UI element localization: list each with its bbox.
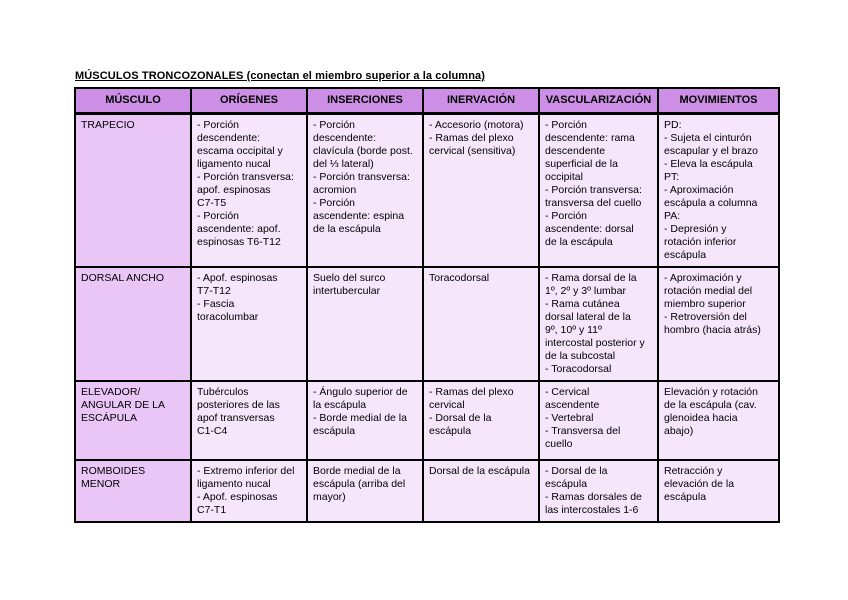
muscle-name: DORSAL ANCHO [81,271,165,284]
cell-vascularizacion: - Cervical ascendente - Vertebral - Tran… [538,379,659,461]
cell-inserciones: - Ángulo superior de la escápula - Borde… [306,379,424,461]
table-row-elevador-escapula: ELEVADOR/ ANGULAR DE LA ESCÁPULA Tubércu… [74,379,780,461]
cell-musculo: DORSAL ANCHO [74,265,192,382]
page-title: MÚSCULOS TRONCOZONALES (conectan el miem… [75,70,485,82]
cell-inervacion: - Ramas del plexo cervical - Dorsal de l… [422,379,540,461]
cell-origenes: Tubérculos posteriores de las apof trans… [190,379,308,461]
cell-vascularizacion: - Porción descendente: rama descendente … [538,112,659,268]
table-row-trapecio: TRAPECIO - Porción descendente: escama o… [74,112,780,268]
table-row-dorsal-ancho: DORSAL ANCHO - Apof. espinosas T7-T12 - … [74,265,780,382]
cell-inserciones: Borde medial de la escápula (arriba del … [306,458,424,523]
cell-musculo: ELEVADOR/ ANGULAR DE LA ESCÁPULA [74,379,192,461]
cell-inervacion: - Accesorio (motora) - Ramas del plexo c… [422,112,540,268]
cell-origenes: - Apof. espinosas T7-T12 - Fascia toraco… [190,265,308,382]
column-header-vascularizacion: VASCULARIZACIÓN [538,87,659,115]
column-header-inervacion: INERVACIÓN [422,87,540,115]
muscle-name: ELEVADOR/ ANGULAR DE LA ESCÁPULA [81,385,166,424]
cell-vascularizacion: - Rama dorsal de la 1º, 2º y 3º lumbar -… [538,265,659,382]
muscles-table: MÚSCULO ORÍGENES INSERCIONES INERVACIÓN … [74,87,780,523]
cell-inserciones: - Porción descendente: clavícula (borde … [306,112,424,268]
cell-origenes: - Extremo inferior del ligamento nucal -… [190,458,308,523]
column-header-movimientos: MOVIMIENTOS [657,87,780,115]
cell-vascularizacion: - Dorsal de la escápula - Ramas dorsales… [538,458,659,523]
cell-inervacion: Toracodorsal [422,265,540,382]
muscle-name: TRAPECIO [81,118,135,131]
table-row-romboides-menor: ROMBOIDES MENOR - Extremo inferior del l… [74,458,780,523]
column-header-musculo: MÚSCULO [74,87,192,115]
cell-origenes: - Porción descendente: escama occipital … [190,112,308,268]
muscle-name: ROMBOIDES MENOR [81,464,146,490]
cell-movimientos: Retracción y elevación de la escápula [657,458,780,523]
column-header-inserciones: INSERCIONES [306,87,424,115]
cell-inervacion: Dorsal de la escápula [422,458,540,523]
column-header-origenes: ORÍGENES [190,87,308,115]
cell-movimientos: Elevación y rotación de la escápula (cav… [657,379,780,461]
cell-movimientos: - Aproximación y rotación medial del mie… [657,265,780,382]
cell-inserciones: Suelo del surco intertubercular [306,265,424,382]
cell-musculo: TRAPECIO [74,112,192,268]
cell-movimientos: PD: - Sujeta el cinturón escapular y el … [657,112,780,268]
cell-musculo: ROMBOIDES MENOR [74,458,192,523]
table-header-row: MÚSCULO ORÍGENES INSERCIONES INERVACIÓN … [74,87,780,115]
